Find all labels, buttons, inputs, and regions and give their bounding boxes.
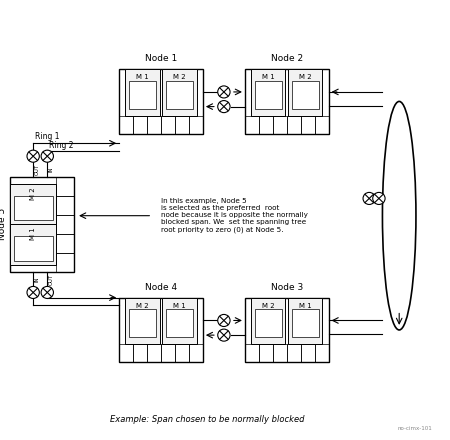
Bar bbox=[129, 81, 156, 109]
Bar bbox=[56, 253, 74, 272]
Bar bbox=[126, 69, 160, 116]
Bar bbox=[287, 344, 301, 362]
Text: M 1: M 1 bbox=[299, 303, 312, 309]
Bar bbox=[119, 69, 203, 134]
Bar bbox=[133, 344, 147, 362]
Bar bbox=[255, 81, 282, 109]
Text: M 1: M 1 bbox=[136, 74, 149, 81]
Circle shape bbox=[363, 192, 375, 205]
Circle shape bbox=[218, 329, 230, 341]
Bar bbox=[288, 69, 322, 116]
Bar bbox=[119, 344, 133, 362]
Bar bbox=[56, 177, 74, 196]
Circle shape bbox=[218, 101, 230, 113]
Bar bbox=[273, 344, 287, 362]
Bar bbox=[56, 234, 74, 253]
Bar bbox=[166, 309, 193, 337]
Circle shape bbox=[41, 150, 54, 162]
Bar bbox=[133, 116, 147, 134]
Text: IN: IN bbox=[35, 277, 40, 282]
Bar bbox=[147, 344, 161, 362]
Text: OUT: OUT bbox=[49, 274, 54, 285]
Bar bbox=[175, 344, 189, 362]
Bar bbox=[14, 196, 53, 220]
Text: Ring 1: Ring 1 bbox=[36, 132, 60, 141]
Bar bbox=[147, 116, 161, 134]
Bar bbox=[255, 309, 282, 337]
Circle shape bbox=[27, 286, 39, 298]
Circle shape bbox=[41, 286, 54, 298]
Bar bbox=[259, 116, 273, 134]
Bar bbox=[162, 297, 197, 344]
Bar bbox=[292, 81, 319, 109]
Circle shape bbox=[27, 150, 39, 162]
Text: Node 3: Node 3 bbox=[270, 283, 303, 292]
Text: Node 2: Node 2 bbox=[271, 55, 303, 63]
Bar bbox=[14, 236, 53, 260]
Text: no-cimx-101: no-cimx-101 bbox=[397, 426, 432, 431]
Text: M 1: M 1 bbox=[262, 74, 274, 81]
Text: M 2: M 2 bbox=[30, 187, 36, 200]
Bar bbox=[161, 116, 175, 134]
Bar bbox=[251, 297, 285, 344]
Bar bbox=[189, 116, 203, 134]
Bar bbox=[287, 116, 301, 134]
Bar bbox=[161, 344, 175, 362]
Bar bbox=[189, 344, 203, 362]
Text: In this example, Node 5
is selected as the preferred  root
node because it is op: In this example, Node 5 is selected as t… bbox=[161, 198, 308, 233]
Bar bbox=[301, 116, 315, 134]
Bar bbox=[162, 69, 197, 116]
Bar bbox=[56, 196, 74, 215]
Bar bbox=[10, 184, 56, 224]
Circle shape bbox=[218, 315, 230, 326]
Bar bbox=[245, 116, 259, 134]
Bar bbox=[245, 344, 259, 362]
Text: M 2: M 2 bbox=[262, 303, 274, 309]
Bar bbox=[288, 297, 322, 344]
Bar bbox=[251, 69, 285, 116]
Bar bbox=[245, 297, 328, 362]
Text: Node 1: Node 1 bbox=[145, 55, 177, 63]
Circle shape bbox=[218, 86, 230, 98]
Bar bbox=[315, 116, 328, 134]
Text: M 1: M 1 bbox=[30, 227, 36, 240]
Text: Node 5: Node 5 bbox=[0, 208, 7, 240]
Text: Node 4: Node 4 bbox=[145, 283, 177, 292]
Text: IN: IN bbox=[49, 166, 54, 172]
Bar bbox=[10, 224, 56, 264]
Bar bbox=[126, 297, 160, 344]
Bar bbox=[245, 69, 328, 134]
Bar bbox=[301, 344, 315, 362]
Bar bbox=[129, 309, 156, 337]
Bar bbox=[56, 215, 74, 234]
Text: OUT: OUT bbox=[35, 164, 40, 175]
Bar bbox=[10, 177, 74, 272]
Text: M 2: M 2 bbox=[299, 74, 311, 81]
Bar bbox=[292, 309, 319, 337]
Bar bbox=[119, 297, 203, 362]
Bar bbox=[175, 116, 189, 134]
Bar bbox=[273, 116, 287, 134]
Text: Example: Span chosen to be normally blocked: Example: Span chosen to be normally bloc… bbox=[110, 414, 305, 424]
Bar bbox=[166, 81, 193, 109]
Text: M 1: M 1 bbox=[173, 303, 186, 309]
Text: M 2: M 2 bbox=[136, 303, 149, 309]
Bar bbox=[259, 344, 273, 362]
Text: Ring 2: Ring 2 bbox=[50, 141, 74, 150]
Bar bbox=[315, 344, 328, 362]
Circle shape bbox=[373, 192, 385, 205]
Text: M 2: M 2 bbox=[173, 74, 186, 81]
Bar bbox=[119, 116, 133, 134]
